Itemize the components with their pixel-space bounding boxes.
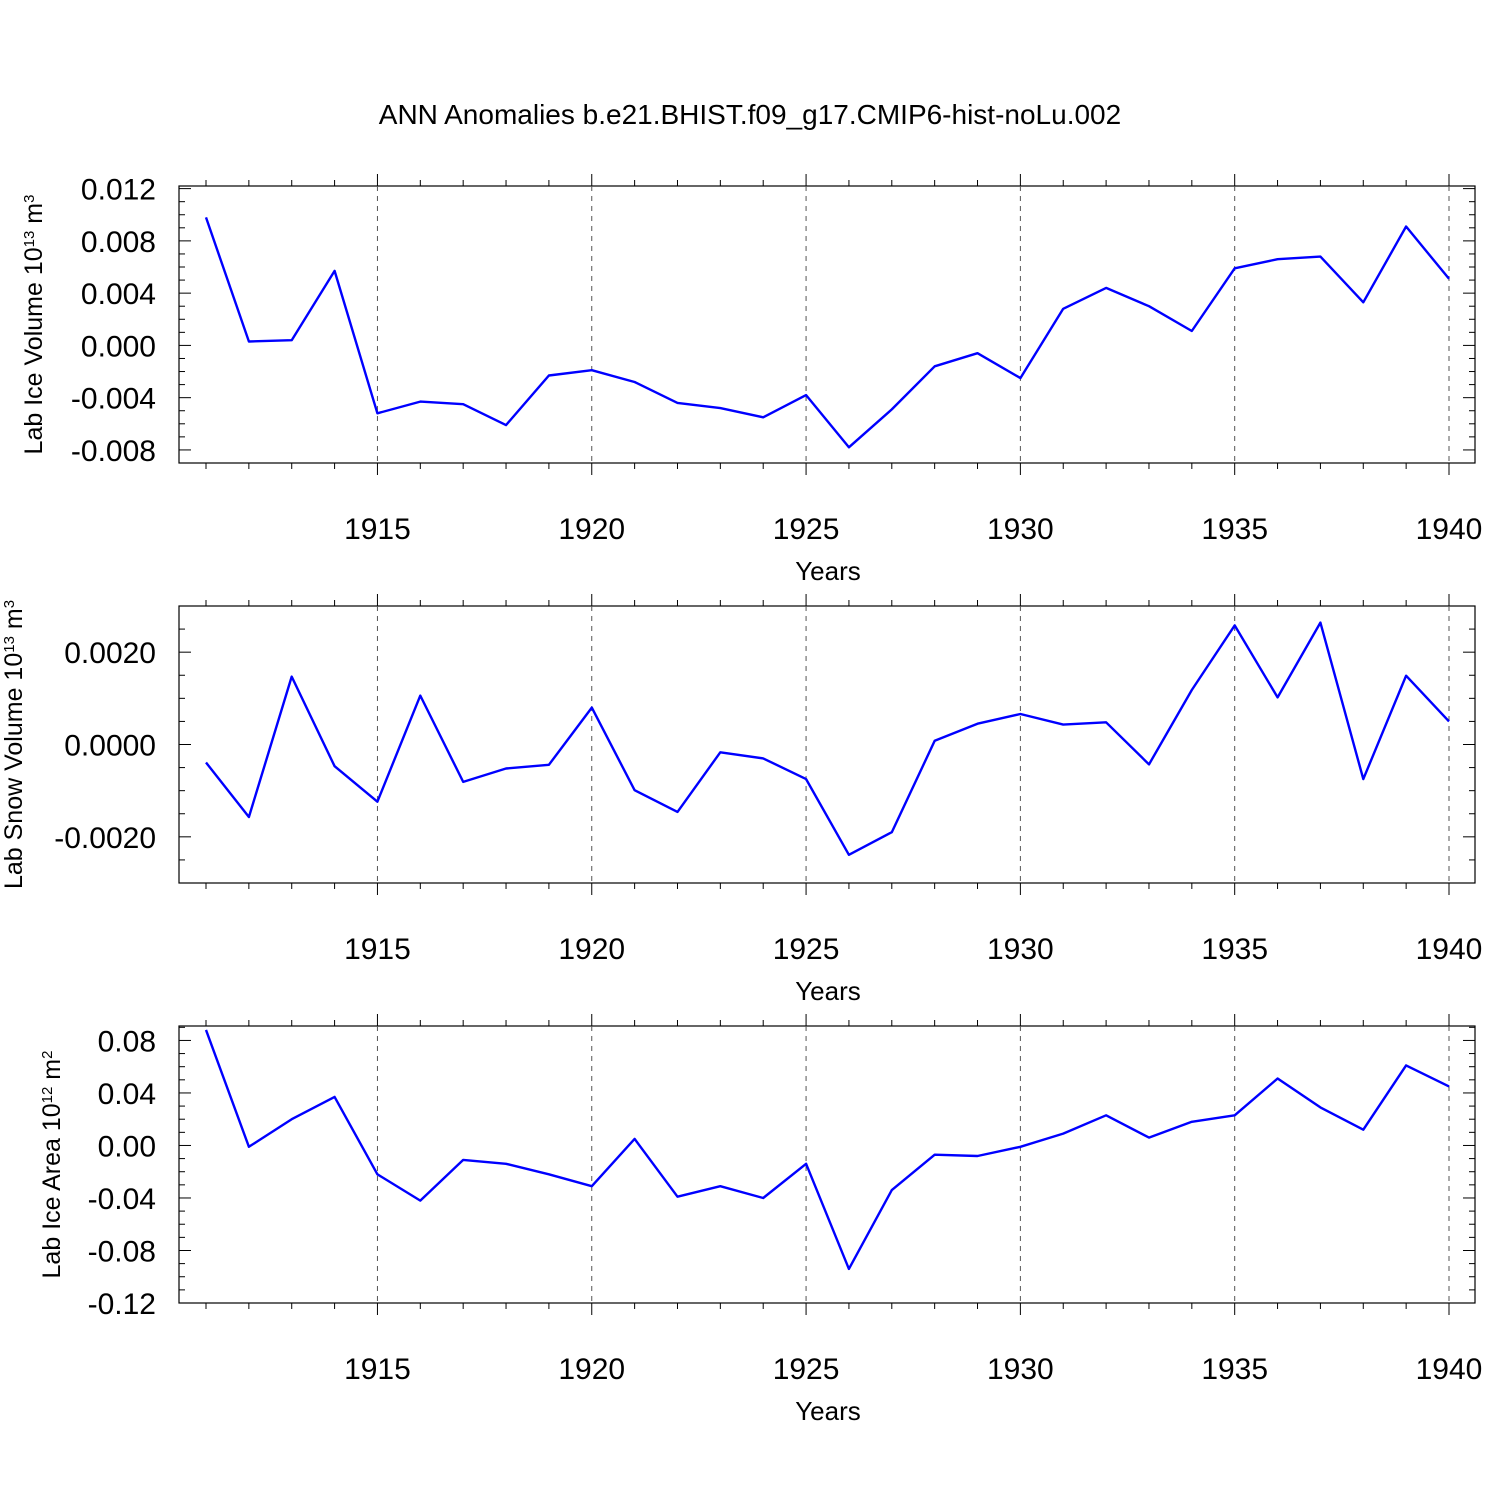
series-line [204, 1029, 1450, 1271]
y-tick-label: 0.08 [98, 1025, 156, 1058]
x-tick-label: 1935 [1201, 1353, 1268, 1386]
x-axis-label: Years [795, 1396, 861, 1426]
y-tick-label: 0.008 [81, 226, 156, 259]
y-tick-label: 0.00 [98, 1130, 156, 1163]
y-axis-label: Lab Ice Area 1012 m2 [38, 1051, 66, 1279]
y-tick-label: -0.08 [88, 1235, 156, 1268]
x-tick-label: 1920 [558, 1353, 625, 1386]
y-tick-label: -0.0020 [54, 822, 156, 855]
panel-1: 1915 1920 1925 1930 1935 1940 Years 0.012 0.008 0… [20, 174, 1482, 586]
y-axis-label-unit: m [38, 1059, 66, 1087]
y-axis-label-exponent: 13 [1, 636, 18, 653]
y-tick-label: 0.0000 [64, 730, 156, 763]
y-tick-label: -0.04 [88, 1183, 156, 1216]
x-tick-label: 1940 [1416, 513, 1483, 546]
y-axis-label-text: Lab Ice Volume 10 [20, 247, 48, 454]
plot-frame [178, 185, 1476, 464]
y-axis-label-exponent: 12 [39, 1087, 56, 1104]
y-tick-label: 0.0020 [64, 637, 156, 670]
y-axis-label-text: Lab Ice Area 10 [38, 1103, 66, 1278]
x-tick-label: 1920 [558, 933, 625, 966]
y-axis-label-text: Lab Snow Volume 10 [0, 653, 28, 889]
y-axis-label-unit-exponent: 2 [39, 1051, 56, 1059]
figure-title: ANN Anomalies b.e21.BHIST.f09_g17.CMIP6-… [379, 99, 1121, 130]
y-axis-label-unit-exponent: 3 [1, 600, 18, 608]
x-tick-label: 1935 [1201, 513, 1268, 546]
series-line [205, 621, 1450, 856]
x-tick-label: 1915 [344, 1353, 411, 1386]
panels: 1915 1920 1925 1930 1935 1940 Years 0.012 0.008 0… [0, 174, 1482, 1426]
y-tick-label: -0.12 [88, 1288, 156, 1321]
panel-3: 1915 1920 1925 1930 1935 1940 Years 0.08 0.04 0.0… [38, 1014, 1482, 1426]
x-tick-label: 1930 [987, 513, 1054, 546]
x-axis-label: Years [795, 976, 861, 1006]
x-axis-label: Years [795, 556, 861, 586]
y-tick-label: 0.000 [81, 330, 156, 363]
x-tick-label: 1925 [773, 933, 840, 966]
x-tick-label: 1930 [987, 1353, 1054, 1386]
y-axis-label: Lab Ice Volume 1013 m3 [20, 195, 48, 455]
y-tick-label: 0.012 [81, 174, 156, 207]
x-tick-label: 1930 [987, 933, 1054, 966]
y-axis-label-unit: m [20, 203, 48, 231]
y-axis-label: Lab Snow Volume 1013 m3 [0, 600, 28, 889]
x-tick-label: 1920 [558, 513, 625, 546]
x-tick-label: 1925 [773, 513, 840, 546]
plot-frame [178, 605, 1476, 884]
x-tick-label: 1925 [773, 1353, 840, 1386]
y-axis-label-unit: m [0, 608, 28, 636]
x-tick-label: 1940 [1416, 933, 1483, 966]
y-tick-label: -0.008 [71, 435, 156, 468]
x-tick-label: 1940 [1416, 1353, 1483, 1386]
panel-2: 1915 1920 1925 1930 1935 1940 Years 0.0020 0.000… [0, 594, 1482, 1006]
plot-frame [178, 1025, 1476, 1304]
series-line [204, 217, 1450, 449]
y-tick-label: 0.004 [81, 278, 156, 311]
x-tick-label: 1915 [344, 513, 411, 546]
y-tick-label: -0.004 [71, 383, 156, 416]
x-tick-label: 1915 [344, 933, 411, 966]
y-axis-label-exponent: 13 [21, 231, 38, 248]
y-axis-label-unit-exponent: 3 [21, 195, 38, 203]
x-tick-label: 1935 [1201, 933, 1268, 966]
y-tick-label: 0.04 [98, 1078, 156, 1111]
